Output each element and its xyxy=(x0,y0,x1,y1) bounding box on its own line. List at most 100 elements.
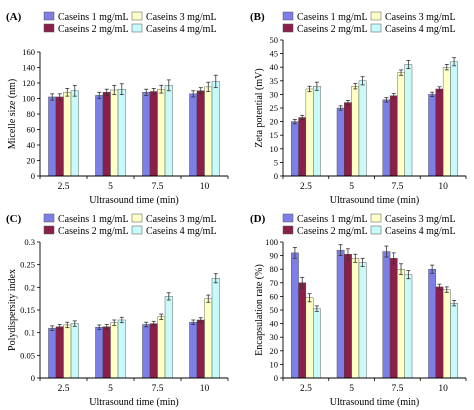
bar xyxy=(164,296,173,379)
x-tick-label: 2.5 xyxy=(300,182,312,192)
legend-swatch xyxy=(131,225,143,235)
legend-swatch xyxy=(131,11,143,21)
y-tick-label: 0.15 xyxy=(20,305,35,315)
bar xyxy=(142,324,151,379)
y-axis-label: Encapsulation rate (%) xyxy=(254,264,265,356)
y-axis-ticks: 0 20 40 60 80 100 120 140 160 xyxy=(22,47,40,181)
legend-swatch xyxy=(282,213,294,223)
bar xyxy=(428,269,437,379)
y-tick-label: 30 xyxy=(270,89,279,99)
bar xyxy=(189,93,198,177)
legend-label: Caseins 2 mg/mL xyxy=(58,226,129,237)
bar xyxy=(149,91,158,177)
bar xyxy=(117,319,126,379)
bar xyxy=(450,61,458,177)
x-tick-label: 10 xyxy=(438,384,448,394)
legend-swatch xyxy=(282,23,294,33)
panel-label: (C) xyxy=(6,213,22,225)
y-tick-label: 20 xyxy=(27,156,36,166)
y-tick-label: 10 xyxy=(270,144,279,154)
x-tick-label: 5 xyxy=(349,182,354,192)
y-tick-label: 140 xyxy=(22,63,35,73)
legend-label: Caseins 4 mg/mL xyxy=(146,226,217,237)
y-tick-label: 0 xyxy=(274,171,278,181)
legend-label: Caseins 3 mg/mL xyxy=(146,12,217,23)
bar xyxy=(305,88,314,177)
bar xyxy=(204,298,213,379)
y-axis-ticks: 0 0.05 0.1 0.15 0.2 0.25 0.3 xyxy=(20,237,40,383)
bar xyxy=(435,88,444,177)
y-tick-label: 70 xyxy=(270,278,279,288)
bar xyxy=(389,95,398,177)
y-tick-label: 100 xyxy=(265,237,278,247)
y-tick-label: 0.25 xyxy=(20,260,35,270)
bar xyxy=(110,322,119,379)
legend-swatch xyxy=(370,11,382,21)
legend-swatch xyxy=(131,23,143,33)
y-tick-label: 40 xyxy=(270,319,279,329)
x-tick-label: 10 xyxy=(200,182,210,192)
bar xyxy=(298,117,307,177)
legend-swatch xyxy=(43,11,55,21)
legend-swatch xyxy=(282,225,294,235)
x-tick-label: 7.5 xyxy=(391,182,403,192)
bar xyxy=(336,249,345,379)
y-tick-label: 160 xyxy=(22,47,35,57)
bar xyxy=(312,308,321,379)
y-tick-label: 0.2 xyxy=(24,282,35,292)
bar xyxy=(382,251,391,379)
bar xyxy=(358,262,367,379)
y-tick-label: 5 xyxy=(274,157,278,167)
x-axis-label: Ultrasound time (min) xyxy=(89,397,178,408)
bar xyxy=(344,102,352,177)
legend-swatch xyxy=(43,225,55,235)
bar xyxy=(157,88,166,177)
bar xyxy=(291,121,299,177)
x-tick-label: 5 xyxy=(108,384,113,394)
y-tick-label: 50 xyxy=(270,35,279,45)
bar xyxy=(189,322,198,379)
y-tick-label: 80 xyxy=(270,264,279,274)
legend-label: Caseins 1 mg/mL xyxy=(58,214,129,225)
bar xyxy=(442,66,451,177)
bar xyxy=(55,326,64,379)
bar xyxy=(397,269,405,379)
bar xyxy=(344,254,352,379)
bar xyxy=(211,278,220,379)
bar xyxy=(48,327,57,379)
y-tick-label: 60 xyxy=(27,125,36,135)
bar xyxy=(291,252,299,379)
bar xyxy=(149,323,158,379)
legend-label: Caseins 3 mg/mL xyxy=(385,12,456,23)
y-tick-label: 0 xyxy=(31,373,35,383)
y-axis-ticks: 0 10 20 30 40 50 60 70 80 90 100 xyxy=(265,237,283,383)
bar xyxy=(164,85,173,177)
y-tick-label: 40 xyxy=(27,140,36,150)
bar xyxy=(48,96,57,177)
bar xyxy=(204,86,213,177)
panel-label: (B) xyxy=(250,11,265,23)
bar xyxy=(142,92,151,177)
y-tick-label: 10 xyxy=(270,359,279,369)
legend-label: Caseins 2 mg/mL xyxy=(297,24,368,35)
legend-label: Caseins 4 mg/mL xyxy=(146,24,217,35)
bar xyxy=(70,323,79,379)
y-tick-label: 40 xyxy=(270,62,279,72)
bar xyxy=(336,107,345,177)
bar xyxy=(312,86,321,177)
y-tick-label: 90 xyxy=(270,251,279,261)
x-axis-label: Ultrasound time (min) xyxy=(330,195,419,206)
legend-swatch xyxy=(282,11,294,21)
bar xyxy=(298,282,307,379)
y-tick-label: 35 xyxy=(270,76,279,86)
y-tick-label: 20 xyxy=(270,346,279,356)
legend-label: Caseins 3 mg/mL xyxy=(385,214,456,225)
x-tick-label: 2.5 xyxy=(58,384,70,394)
x-tick-label: 10 xyxy=(200,384,210,394)
